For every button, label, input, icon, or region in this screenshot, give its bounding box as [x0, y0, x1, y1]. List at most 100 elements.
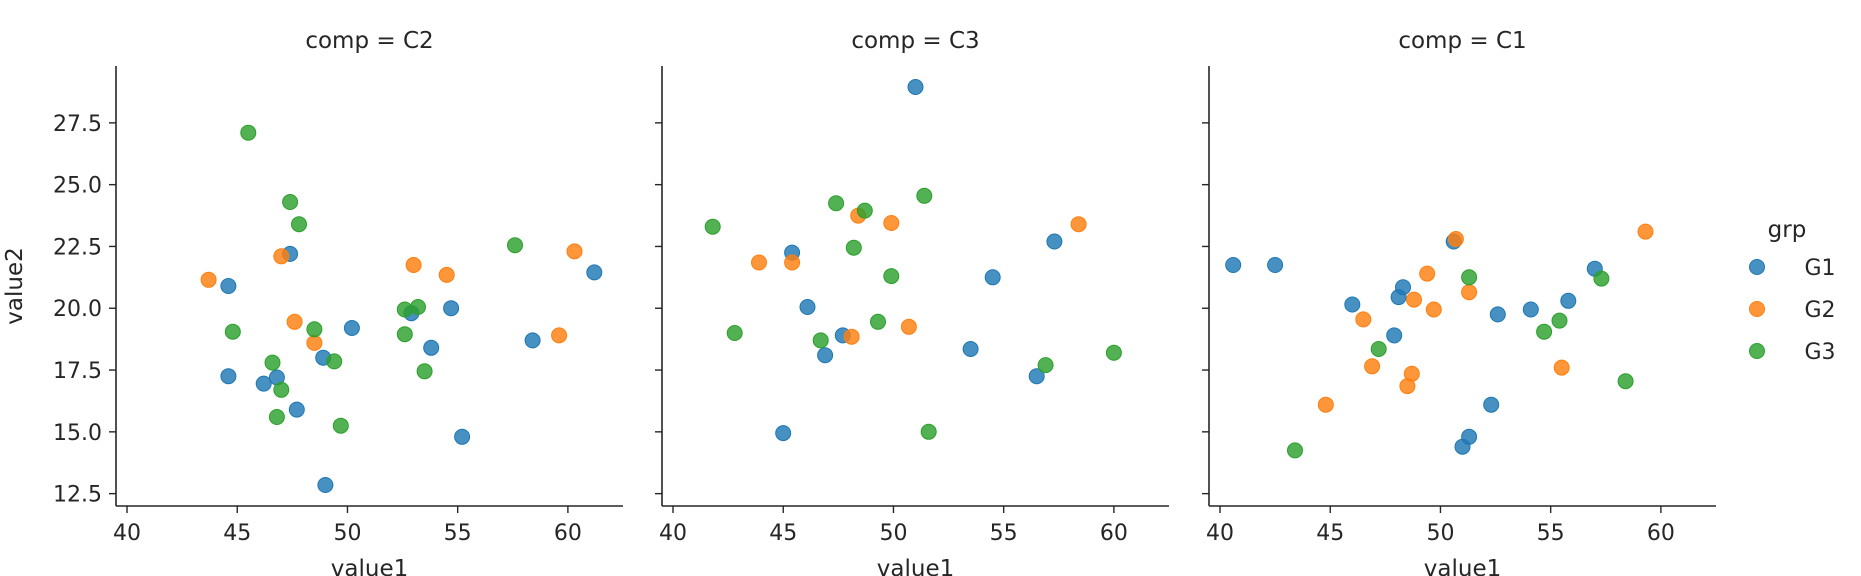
data-point-g3	[1037, 357, 1054, 374]
data-point-g2	[306, 334, 323, 351]
data-point-g1	[343, 320, 360, 336]
data-point-g1	[1046, 233, 1063, 250]
y-tick-label: 27.5	[53, 112, 102, 137]
data-point-g3	[920, 423, 937, 440]
x-tick-label: 50	[1426, 521, 1454, 546]
data-point-g1	[817, 347, 834, 364]
data-point-g2	[1419, 265, 1436, 282]
x-tick-label: 55	[444, 521, 472, 546]
x-tick-label: 40	[113, 521, 141, 546]
data-point-g2	[405, 257, 422, 273]
panel-title: comp = C3	[851, 28, 979, 54]
data-point-g2	[1403, 365, 1420, 382]
data-point-g2	[1364, 358, 1381, 375]
legend-label: G2	[1804, 298, 1835, 323]
data-point-g2	[1406, 291, 1422, 308]
data-point-g1	[799, 299, 816, 315]
y-tick-label: 17.5	[53, 359, 102, 384]
data-point-g3	[416, 363, 433, 380]
data-point-g1	[1522, 301, 1539, 318]
data-point-g3	[1551, 312, 1568, 329]
data-point-g3	[410, 299, 426, 315]
x-axis-label: value1	[1424, 556, 1501, 576]
data-point-g1	[220, 368, 237, 385]
data-point-g3	[1370, 341, 1387, 357]
data-point-g1	[1028, 368, 1045, 385]
data-point-g1	[1461, 428, 1478, 445]
y-tick-label: 20.0	[53, 297, 102, 322]
x-tick-label: 50	[879, 521, 907, 546]
data-point-g3	[1287, 442, 1303, 459]
data-point-g3	[273, 381, 290, 398]
x-axis-label: value1	[877, 556, 954, 576]
data-point-g2	[751, 254, 767, 271]
data-point-g3	[291, 216, 307, 233]
legend: grp G1 G2 G3	[1749, 217, 1836, 365]
y-axis-label: value2	[2, 247, 28, 324]
data-point-g3	[1617, 373, 1634, 390]
data-point-g3	[507, 237, 523, 254]
data-point-g3	[268, 409, 285, 425]
data-point-g1	[443, 300, 460, 317]
data-point-g2	[438, 266, 455, 283]
data-point-g1	[220, 278, 237, 294]
data-point-g2	[1317, 396, 1334, 413]
data-point-g3	[812, 332, 829, 349]
data-point-g1	[1560, 292, 1577, 309]
panel-3: comp = C1 40 45 50 55 60 value1	[1202, 28, 1716, 576]
x-tick-label: 45	[223, 521, 251, 546]
data-point-g2	[784, 254, 801, 271]
data-point-g3	[396, 301, 413, 318]
panel-title: comp = C2	[305, 28, 433, 54]
legend-label: G1	[1804, 256, 1835, 281]
data-point-g1	[1489, 306, 1506, 323]
data-point-g2	[843, 328, 860, 345]
legend-label: G3	[1804, 340, 1835, 365]
data-point-g3	[224, 323, 241, 340]
y-tick-label: 22.5	[53, 235, 102, 260]
data-point-g2	[1637, 223, 1654, 240]
x-tick-label: 60	[554, 521, 582, 546]
x-tick-label: 55	[1537, 521, 1565, 546]
data-point-g3	[1461, 269, 1478, 286]
panel-1: comp = C2 40 45 50 55 60 12.5 15.0 17.5 20.0 22.5 2…	[53, 28, 623, 576]
data-point-g1	[1344, 296, 1361, 313]
data-point-g3	[1105, 344, 1122, 361]
data-point-g2	[900, 318, 917, 335]
data-point-g1	[524, 332, 541, 349]
data-point-g2	[286, 313, 303, 330]
data-point-g1	[1395, 279, 1411, 296]
data-point-g1	[586, 264, 603, 281]
data-point-g3	[264, 354, 281, 371]
x-tick-label: 40	[1206, 521, 1234, 546]
data-point-g3	[282, 194, 299, 210]
panel-2: comp = C3 40 45 50 55 60 value1	[655, 28, 1169, 576]
data-point-g3	[726, 325, 743, 341]
data-point-g3	[1536, 323, 1553, 340]
data-point-g3	[856, 202, 873, 219]
data-point-g3	[870, 313, 886, 330]
y-tick-label: 12.5	[53, 483, 102, 508]
y-tick-label: 25.0	[53, 174, 102, 199]
x-tick-label: 40	[659, 521, 687, 546]
data-point-g2	[1070, 216, 1087, 233]
x-axis-label: value1	[331, 556, 408, 576]
data-point-g1	[775, 425, 792, 442]
panel-title: comp = C1	[1398, 28, 1526, 54]
legend-marker-g3	[1749, 343, 1765, 359]
data-point-g2	[1461, 284, 1478, 301]
data-point-g2	[1553, 359, 1570, 376]
legend-marker-g2	[1749, 301, 1765, 317]
data-point-g1	[962, 341, 979, 357]
data-point-g3	[306, 321, 323, 338]
data-point-g1	[984, 269, 1001, 286]
data-point-g1	[255, 375, 272, 392]
data-point-g2	[551, 327, 568, 344]
data-point-g1	[454, 428, 471, 445]
data-point-g1	[1225, 257, 1242, 273]
y-tick-label: 15.0	[53, 421, 102, 446]
data-point-g1	[317, 477, 334, 493]
data-point-g3	[916, 187, 933, 204]
data-point-g1	[1483, 396, 1500, 413]
